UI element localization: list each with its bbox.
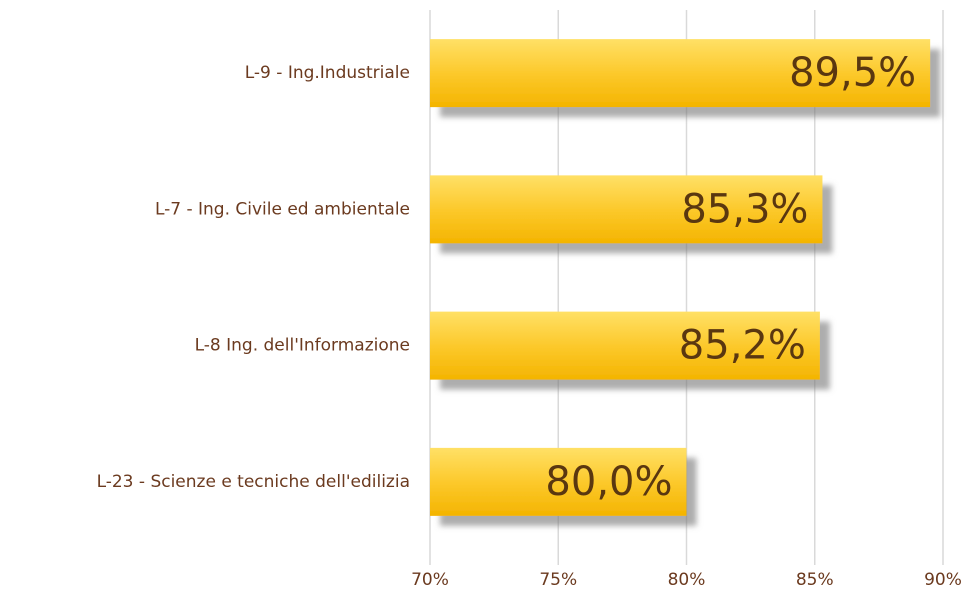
bar: [430, 447, 687, 516]
y-tick-label: L-9 - Ing.Industriale: [245, 63, 410, 83]
bar: [430, 175, 823, 244]
y-tick-label: L-7 - Ing. Civile ed ambientale: [155, 199, 410, 219]
x-tick-label: 90%: [924, 570, 962, 590]
value-label: 89,5%: [789, 50, 916, 96]
value-label: 80,0%: [545, 459, 672, 505]
bar: [430, 311, 820, 380]
x-tick-label: 75%: [539, 570, 577, 590]
x-tick-label: 70%: [411, 570, 449, 590]
y-tick-label: L-8 Ing. dell'Informazione: [195, 336, 410, 356]
x-tick-label: 85%: [796, 570, 834, 590]
x-tick-label: 80%: [668, 570, 706, 590]
value-label: 85,2%: [679, 323, 806, 369]
value-label: 85,3%: [681, 186, 808, 232]
y-tick-label: L-23 - Scienze e tecniche dell'edilizia: [97, 472, 410, 492]
bar: [430, 39, 931, 108]
